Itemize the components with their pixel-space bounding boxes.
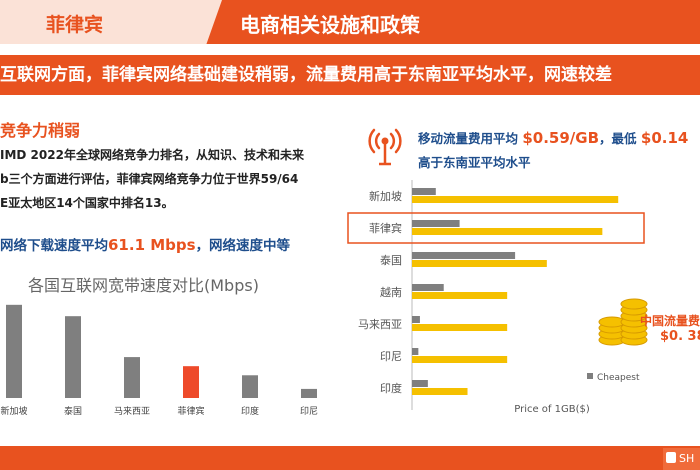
cheapest-bar bbox=[412, 380, 428, 387]
title-low: $0.14 bbox=[640, 129, 689, 147]
avg-bar bbox=[412, 196, 619, 203]
speed-bar bbox=[183, 366, 199, 398]
shop-tag[interactable]: SH bbox=[663, 448, 700, 470]
broadband-speed-chart: 新加坡 泰国 马来西亚 菲律宾 印度 印尼 bbox=[0, 304, 318, 417]
country-tab[interactable] bbox=[0, 0, 222, 44]
speed-tick-label: 新加坡 bbox=[0, 405, 27, 417]
speed-value: 61.1 Mbps bbox=[108, 236, 196, 254]
speed-bar bbox=[124, 357, 140, 398]
footer-bar bbox=[0, 446, 700, 470]
price-category-label: 泰国 bbox=[380, 253, 402, 267]
avg-bar bbox=[412, 292, 508, 299]
cheapest-bar bbox=[412, 348, 419, 355]
cheapest-bar bbox=[412, 252, 516, 259]
speed-bar bbox=[6, 304, 22, 398]
avg-bar bbox=[412, 388, 468, 395]
country-tab-label: 菲律宾 bbox=[46, 14, 104, 36]
data-price-chart: 新加坡菲律宾泰国越南马来西亚印尼印度CheapestAvgPrice of 1G… bbox=[347, 180, 645, 415]
cheapest-bar bbox=[412, 316, 420, 323]
title-prefix: 移动流量费用平均 bbox=[418, 131, 523, 146]
coin-label: 中国流量费 bbox=[640, 314, 700, 328]
speed-suffix: ，网络速度中等 bbox=[195, 238, 291, 254]
cheapest-bar bbox=[412, 220, 460, 227]
para-line: IMD 2022年全球网络竞争力排名，从知识、技术和未来 bbox=[0, 148, 304, 162]
price-category-label: 马来西亚 bbox=[358, 318, 402, 331]
speed-tick-label: 菲律宾 bbox=[177, 405, 204, 417]
coins-icon bbox=[598, 298, 648, 346]
section-heading: 竞争力稍弱 bbox=[0, 121, 81, 140]
avg-bar bbox=[412, 324, 508, 331]
shop-label: SH bbox=[679, 452, 695, 465]
para-line: E亚太地区14个国家中排名13。 bbox=[0, 196, 174, 210]
speed-bar bbox=[242, 375, 258, 398]
legend-swatch-cheapest bbox=[587, 373, 593, 379]
speed-tick-label: 印尼 bbox=[300, 405, 318, 417]
title-price: $0.59/GB bbox=[522, 129, 600, 147]
title-mid: ，最低 bbox=[599, 131, 641, 146]
right-title-line1: 移动流量费用平均 $0.59/GB，最低 $0.14 bbox=[418, 126, 688, 151]
right-title-line2: 高于东南亚平均水平 bbox=[418, 155, 531, 170]
china-price-callout: 中国流量费$0. 38 bbox=[640, 313, 700, 345]
cheapest-bar bbox=[412, 188, 436, 195]
right-title: 移动流量费用平均 $0.59/GB，最低 $0.14 高于东南亚平均水平 bbox=[418, 126, 688, 175]
avg-bar bbox=[412, 356, 508, 363]
speed-tick-label: 泰国 bbox=[64, 405, 82, 417]
cheapest-bar bbox=[412, 284, 444, 291]
summary-banner: 互联网方面，菲律宾网络基础建设稍弱，流量费用高于东南亚平均水平，网速较差 bbox=[0, 55, 700, 95]
price-category-label: 越南 bbox=[380, 285, 402, 299]
ranking-paragraph: IMD 2022年全球网络竞争力排名，从知识、技术和未来 b三个方面进行评估，菲… bbox=[0, 143, 330, 215]
price-category-label: 新加坡 bbox=[369, 189, 402, 203]
speed-bar bbox=[301, 388, 317, 398]
avg-bar bbox=[412, 228, 603, 235]
speed-line: 网络下载速度平均61.1 Mbps，网络速度中等 bbox=[0, 234, 290, 254]
speed-bar bbox=[65, 316, 81, 398]
coin-value: $0. 38 bbox=[660, 329, 700, 344]
avg-bar bbox=[412, 260, 547, 267]
left-chart-title: 各国互联网宽带速度对比(Mbps) bbox=[28, 276, 259, 295]
x-axis-label: Price of 1GB($) bbox=[514, 404, 590, 415]
speed-tick-label: 印度 bbox=[241, 405, 259, 417]
signal-tower-icon bbox=[368, 128, 402, 166]
price-category-label: 印尼 bbox=[380, 350, 402, 363]
speed-prefix: 网络下载速度平均 bbox=[0, 238, 108, 254]
speed-tick-label: 马来西亚 bbox=[114, 406, 150, 417]
price-category-label: 印度 bbox=[380, 381, 402, 395]
para-line: b三个方面进行评估，菲律宾网络竞争力位于世界59/64 bbox=[0, 172, 299, 186]
highlight-box bbox=[347, 212, 645, 244]
page-title: 电商相关设施和政策 bbox=[240, 13, 420, 37]
price-category-label: 菲律宾 bbox=[369, 221, 402, 235]
legend-label-cheapest: Cheapest bbox=[597, 373, 640, 383]
shopping-bag-icon bbox=[666, 452, 676, 463]
